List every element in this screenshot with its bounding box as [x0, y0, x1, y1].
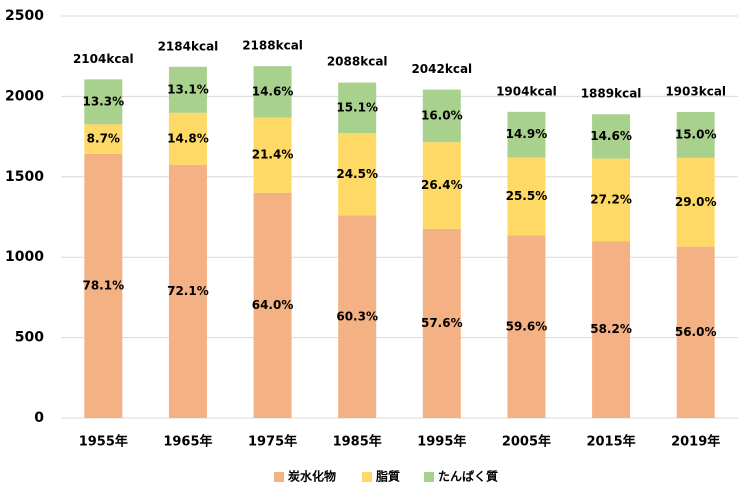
data-label: 14.9%	[506, 127, 548, 141]
x-tick-label: 1975年	[248, 434, 297, 450]
legend-label: 炭水化物	[288, 469, 336, 484]
data-label: 59.6%	[506, 319, 548, 333]
total-label: 1889kcal	[581, 87, 642, 101]
bar-segment	[338, 133, 377, 216]
bar-segment	[592, 158, 631, 242]
x-tick-label: 1995年	[417, 434, 466, 450]
data-label: 8.7%	[87, 132, 120, 146]
data-label: 57.6%	[421, 316, 463, 330]
bar-segment	[168, 112, 207, 165]
total-label: 1903kcal	[665, 84, 726, 98]
data-label: 56.0%	[675, 325, 717, 339]
bar-segment	[422, 228, 461, 418]
bar-segment	[84, 79, 123, 125]
y-tick-label: 2500	[5, 8, 44, 24]
total-label: 2042kcal	[411, 62, 472, 76]
bar-segment	[676, 246, 715, 418]
bar-segment	[507, 111, 546, 158]
data-label: 21.4%	[252, 148, 294, 162]
bar-segment	[676, 157, 715, 247]
data-label: 64.0%	[252, 298, 294, 312]
bar-segment	[253, 192, 292, 418]
total-label: 2088kcal	[327, 55, 388, 69]
total-label: 2188kcal	[242, 39, 303, 53]
data-label: 24.5%	[336, 167, 378, 181]
data-label: 58.2%	[590, 322, 632, 336]
data-label: 72.1%	[167, 284, 209, 298]
y-tick-label: 2000	[5, 88, 44, 104]
data-label: 14.8%	[167, 131, 209, 145]
data-label: 14.6%	[252, 84, 294, 98]
data-label: 14.6%	[590, 129, 632, 143]
data-label: 25.5%	[506, 189, 548, 203]
data-label: 29.0%	[675, 195, 717, 209]
bar-segment	[338, 215, 377, 418]
x-tick-label: 1955年	[79, 434, 128, 450]
legend-swatch	[274, 472, 284, 482]
data-label: 13.1%	[167, 82, 209, 96]
data-label: 15.0%	[675, 127, 717, 141]
y-tick-label: 1000	[5, 249, 44, 265]
y-tick-label: 0	[34, 410, 44, 426]
data-label: 16.0%	[421, 108, 463, 122]
bar-segment	[84, 153, 123, 418]
x-tick-label: 2015年	[586, 434, 635, 450]
bar-segment	[507, 235, 546, 418]
bar-segment	[422, 89, 461, 143]
bar-segment	[507, 157, 546, 236]
bar-segment	[253, 66, 292, 118]
x-tick-label: 1985年	[333, 434, 382, 450]
bar-segment	[422, 142, 461, 229]
data-label: 26.4%	[421, 178, 463, 192]
data-label: 78.1%	[82, 278, 124, 292]
total-label: 1904kcal	[496, 84, 557, 98]
legend-label: たんぱく質	[438, 469, 498, 484]
bar-segment	[253, 117, 292, 193]
bar-segment	[168, 66, 207, 113]
total-label: 2184kcal	[158, 39, 219, 53]
data-label: 27.2%	[590, 192, 632, 206]
legend-swatch	[362, 472, 372, 482]
bar-segment	[338, 82, 377, 134]
y-tick-label: 500	[15, 330, 44, 346]
bar-segment	[168, 164, 207, 418]
x-tick-label: 2005年	[502, 434, 551, 450]
y-tick-label: 1500	[5, 169, 44, 185]
data-label: 15.1%	[336, 100, 378, 114]
x-tick-label: 1965年	[163, 434, 212, 450]
bar-segment	[84, 124, 123, 154]
bar-segment	[592, 241, 631, 418]
bar-segment	[592, 114, 631, 159]
bar-segment	[676, 111, 715, 158]
total-label: 2104kcal	[73, 52, 134, 66]
legend-label: 脂質	[375, 469, 400, 484]
data-label: 60.3%	[336, 309, 378, 323]
legend-swatch	[424, 472, 434, 482]
x-tick-label: 2019年	[671, 434, 720, 450]
data-label: 13.3%	[82, 94, 124, 108]
